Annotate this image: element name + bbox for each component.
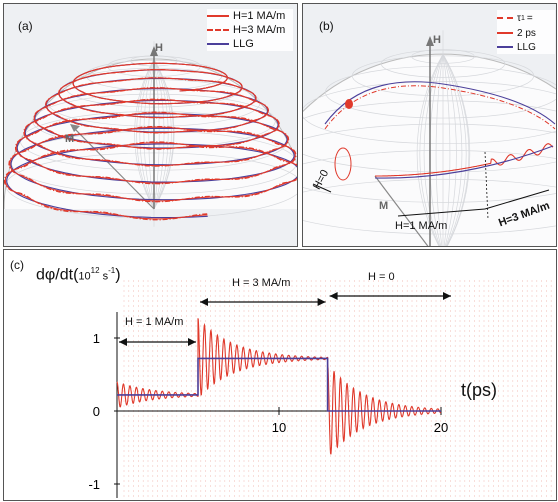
m-vector-arrowhead	[70, 124, 80, 132]
panel-a-legend-h1: H=1 MA/m	[207, 9, 293, 23]
longitude-gridline	[134, 58, 155, 210]
y-tick-label: -1	[88, 477, 100, 492]
longitude-gridline	[153, 58, 165, 210]
latitude-gridline	[303, 81, 556, 145]
panel-a-h-label: H	[155, 42, 163, 54]
y-tick-label: 1	[93, 331, 100, 346]
longitude-gridline	[419, 53, 444, 246]
panel-b-legend-ps: 2 ps	[497, 26, 555, 40]
h1-trajectory	[4, 62, 297, 220]
panel-b-m-label: M	[379, 200, 389, 212]
annot-h3-arrow	[484, 189, 550, 210]
panel-b-legend-llg: LLG	[497, 40, 555, 54]
panel-b-label: (b)	[319, 19, 334, 33]
longitude-gridline	[423, 53, 444, 246]
panel-a-label: (a)	[18, 19, 33, 33]
longitude-gridline	[153, 58, 169, 210]
region-arrow-h3-head-right	[317, 298, 326, 306]
llg-upper-arc	[324, 81, 556, 125]
longitude-gridline	[139, 58, 155, 210]
longitude-gridline	[442, 53, 470, 246]
latitude-gridline	[411, 49, 475, 64]
latitude-gridline	[380, 49, 506, 78]
region-arrow-h1-head-right	[188, 338, 196, 346]
panel-b-legend: τ 1 = 2 ps LLG	[497, 10, 555, 54]
panel-b-h-label: H	[433, 34, 441, 46]
panel-a-legend-llg: LLG	[207, 37, 293, 51]
longitude-gridline	[442, 53, 451, 246]
latitude-gridline	[303, 123, 556, 203]
panel-a-legend-h3: H=3 MA/m	[207, 23, 293, 37]
longitude-gridline	[442, 53, 457, 246]
latitude-gridline	[325, 65, 556, 119]
region-label-h0: H = 0	[368, 271, 395, 283]
panel-c-xlabel: t(ps)	[461, 380, 497, 400]
panel-c-label: (c)	[10, 258, 24, 272]
longitude-gridline	[153, 58, 174, 210]
panel-b-legend-tau: τ 1 =	[497, 10, 555, 26]
llg-lower-trajectory	[374, 145, 554, 179]
panel-a-sphere	[4, 4, 297, 246]
longitude-gridline	[153, 58, 160, 210]
longitude-gridline	[442, 53, 467, 246]
panel-a-legend: H=1 MA/m H=3 MA/m LLG	[207, 9, 293, 51]
m-vector-line	[71, 125, 155, 210]
panel-a-m-label: M	[65, 133, 75, 145]
relaxation-loop	[334, 147, 352, 181]
latitude-gridline	[303, 178, 556, 193]
longitude-gridline	[416, 53, 444, 246]
region-label-h3: H = 3 MA/m	[232, 277, 291, 289]
relaxation-dot	[345, 99, 353, 109]
annot-divider	[484, 151, 489, 220]
h-axis-arrowhead	[150, 46, 158, 56]
region-label-h1: H = 1 MA/m	[125, 316, 184, 328]
panel-b-sphere	[303, 4, 556, 246]
region-arrow-h3-head-left	[200, 298, 208, 306]
y-tick-label: 0	[93, 404, 100, 419]
x-tick-label: 10	[272, 420, 286, 435]
h-axis-arrowhead	[426, 36, 434, 46]
longitude-gridline	[153, 58, 172, 210]
panel-b: (b) H M τ 1 = 2 ps LLG H=0 H=1 MA/m H=3 MA…	[302, 3, 557, 247]
panel-c: 10 20 1 0 -1 (c) dφ/dt(1012 s-1) t(ps) H = 1…	[3, 249, 557, 501]
region-arrow-h1-head-left	[119, 338, 127, 346]
longitude-gridline	[435, 53, 444, 246]
panel-a: (a) H M H=1 MA/m H=3 MA/m LLG	[3, 3, 298, 247]
longitude-gridline	[148, 58, 155, 210]
x-tick-label: 20	[434, 420, 448, 435]
region-arrow-h0-head-right	[443, 292, 451, 300]
m-vector-line	[374, 175, 429, 246]
longitude-gridline	[143, 58, 155, 210]
annot-h1-arrow	[397, 208, 486, 217]
longitude-gridline	[136, 58, 155, 210]
llg-series-line	[117, 357, 441, 412]
longitude-gridline	[442, 53, 463, 246]
panel-b-annot-h1: H=1 MA/m	[395, 220, 448, 232]
panel-c-ylabel: dφ/dt(1012 s-1)	[36, 266, 121, 284]
annot-h0-arrow	[312, 183, 332, 193]
region-arrow-h0-head-left	[329, 292, 338, 300]
latitude-gridline	[303, 150, 556, 235]
